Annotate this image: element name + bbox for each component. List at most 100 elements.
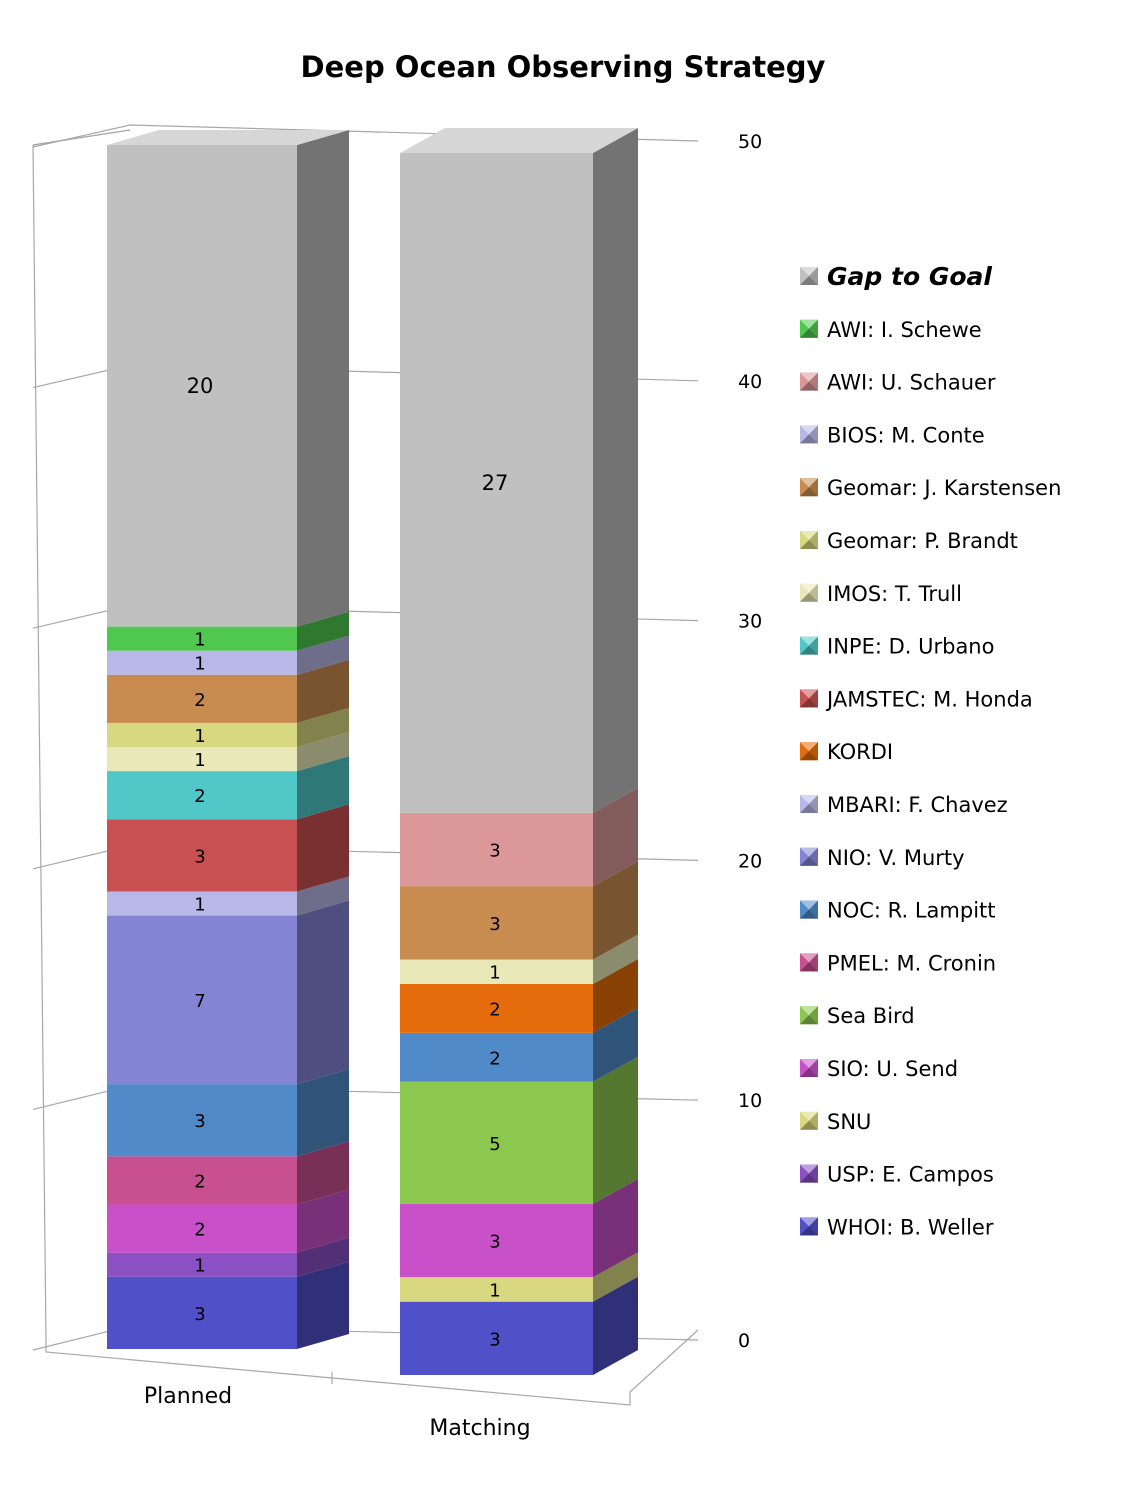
legend-swatch [800, 953, 818, 972]
bar-segment: 3 [400, 787, 638, 887]
bar-side [297, 707, 349, 747]
bar-side [297, 756, 349, 820]
bar-side [297, 804, 349, 892]
legend-label: BIOS: M. Conte [827, 423, 985, 447]
legend-label: AWI: U. Schauer [827, 371, 996, 395]
data-label: 2 [489, 1048, 500, 1069]
data-label: 3 [489, 1329, 500, 1350]
bar-segment: 3 [400, 1276, 638, 1375]
legend-item: NIO: V. Murty [800, 846, 965, 870]
bar-side [593, 128, 638, 813]
legend-item: JAMSTEC: M. Honda [800, 687, 1033, 711]
legend-swatch [800, 319, 818, 338]
bar-front [400, 1032, 593, 1082]
legend-item: NOC: R. Lampitt [800, 899, 996, 923]
bar-side [297, 876, 349, 916]
bar-side [297, 635, 349, 675]
bar-segment: 2 [107, 756, 349, 820]
bar-front [107, 626, 297, 651]
legend-item: IMOS: T. Trull [800, 582, 962, 606]
legend-label: WHOI: B. Weller [827, 1215, 994, 1239]
data-label: 1 [489, 963, 500, 984]
legend-label: AWI: I. Schewe [827, 318, 982, 342]
legend-label: IMOS: T. Trull [827, 582, 962, 606]
bar-front [400, 959, 593, 984]
legend-label: JAMSTEC: M. Honda [825, 687, 1033, 711]
bar-front [107, 674, 297, 723]
legend-swatch [800, 267, 818, 285]
bar-side [593, 1007, 638, 1082]
data-label: 2 [194, 786, 205, 807]
legend-swatch [800, 1217, 818, 1236]
bar-segment: 1 [400, 1252, 638, 1302]
bar-segment: 3 [107, 804, 349, 892]
legend-item: Geomar: J. Karstensen [800, 476, 1061, 500]
bar-segment: 2 [107, 1141, 349, 1205]
bar-segment: 3 [107, 1069, 349, 1157]
data-label: 2 [489, 999, 500, 1020]
bar-side [297, 611, 349, 651]
legend-swatch [800, 689, 818, 708]
bar-front [107, 1156, 297, 1205]
data-label: 1 [194, 654, 205, 675]
legend-item: SIO: U. Send [800, 1057, 958, 1081]
bar-segment: 1 [107, 611, 349, 651]
bar-front [400, 983, 593, 1033]
legend-swatch [800, 1111, 818, 1130]
bar-front [400, 886, 593, 960]
chart-title: Deep Ocean Observing Strategy [301, 50, 826, 84]
legend-label: SNU [827, 1110, 871, 1134]
legend-label: Geomar: P. Brandt [827, 529, 1018, 553]
bar-segment: 2 [400, 958, 638, 1033]
legend-swatch [800, 531, 818, 549]
legend-label: MBARI: F. Chavez [827, 793, 1008, 817]
bar-segment: 1 [107, 635, 349, 675]
bar-segment: 2 [107, 659, 349, 723]
legend-item: MBARI: F. Chavez [800, 793, 1008, 817]
floor-edge [45, 1329, 699, 1406]
legend-item: Geomar: P. Brandt [800, 529, 1018, 553]
bar-front [400, 153, 593, 813]
legend-swatch [800, 900, 818, 919]
bar-front [107, 722, 297, 747]
bar-segment: 1 [400, 934, 638, 984]
bar-segment: 2 [107, 1189, 349, 1253]
wall-top-edge [32, 129, 131, 146]
category-label: Planned [144, 1384, 232, 1409]
bar-top [107, 130, 349, 145]
legend-swatch [800, 847, 818, 866]
bar-segment: 1 [107, 732, 349, 772]
bar-side [297, 1261, 349, 1349]
legend-swatch [800, 1059, 818, 1077]
legend-swatch [800, 425, 818, 444]
bar-front [400, 1301, 593, 1375]
bar-front [400, 1203, 593, 1278]
bar-segment: 3 [107, 1261, 349, 1349]
legend-label: Sea Bird [827, 1004, 915, 1028]
legend-label: Gap to Goal [827, 262, 992, 291]
data-label: 1 [489, 1280, 500, 1301]
legend-swatch [800, 636, 818, 655]
y-tick-label-30: 30 [738, 611, 762, 633]
data-label: 1 [194, 726, 205, 747]
bar-front [107, 891, 297, 916]
legend-item: INPE: D. Urbano [800, 635, 994, 659]
bar-side [297, 900, 349, 1085]
bar-side [297, 732, 349, 772]
legend-swatch [800, 372, 818, 391]
data-label: 1 [194, 630, 205, 651]
y-tick-label-10: 10 [738, 1090, 762, 1112]
bar-segment: 20 [107, 130, 349, 627]
bar-top [400, 128, 638, 153]
data-label: 27 [482, 471, 509, 495]
legend-label: NIO: V. Murty [827, 846, 965, 870]
y-tick-label-50: 50 [738, 131, 762, 153]
legend-item: AWI: I. Schewe [800, 318, 982, 342]
bar-segment: 1 [107, 707, 349, 747]
data-label: 3 [194, 1111, 205, 1132]
data-label: 20 [187, 374, 214, 398]
legend-label: USP: E. Campos [827, 1163, 994, 1187]
bar-front [400, 1081, 593, 1204]
bar-front [107, 819, 297, 892]
